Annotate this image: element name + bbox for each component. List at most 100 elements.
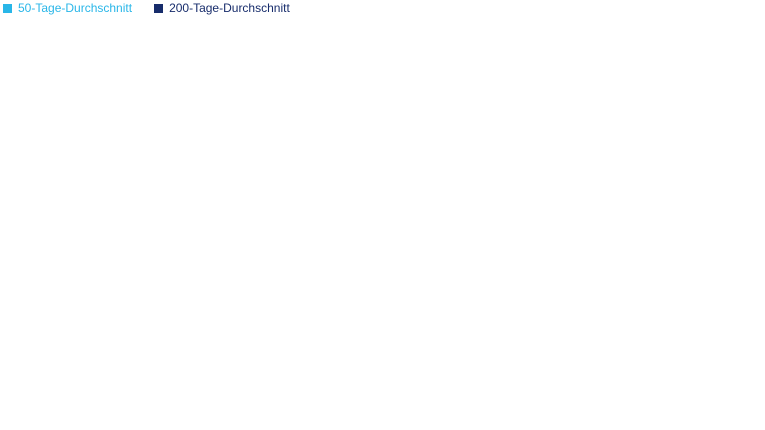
candle-body xyxy=(540,178,545,189)
x-axis-tick-label: Mai 26 xyxy=(641,417,677,430)
candle xyxy=(144,120,149,154)
candle xyxy=(480,96,485,123)
candle xyxy=(136,137,141,150)
candle-body xyxy=(510,129,515,147)
candle xyxy=(561,223,567,246)
candle xyxy=(33,167,38,187)
candle-body xyxy=(523,156,528,159)
candle-body xyxy=(123,158,128,163)
candle xyxy=(20,178,25,193)
candle xyxy=(600,75,605,98)
candle-body xyxy=(355,78,360,85)
candle xyxy=(411,71,416,94)
candle xyxy=(622,35,627,56)
candle xyxy=(557,234,562,247)
x-axis-tick-label: Apr 26 xyxy=(564,417,600,430)
candle xyxy=(312,84,317,97)
candle-body xyxy=(488,111,493,119)
candle xyxy=(67,140,72,152)
candle-body xyxy=(192,119,197,132)
candle-body xyxy=(544,189,549,201)
candle xyxy=(76,138,81,148)
candle xyxy=(334,72,339,84)
candle-body xyxy=(531,164,536,173)
candle-body xyxy=(325,84,330,88)
candle xyxy=(123,152,128,168)
candle xyxy=(506,119,511,132)
candle-body xyxy=(50,157,55,167)
candle-body xyxy=(596,94,601,116)
candle-body xyxy=(273,94,278,110)
candle xyxy=(420,98,425,115)
legend-item-ma200[interactable]: 200-Tage-Durchschnitt xyxy=(154,1,290,15)
candle-body xyxy=(480,100,485,121)
candle xyxy=(196,104,201,132)
candle xyxy=(467,92,472,109)
candle xyxy=(463,93,468,107)
candle-body xyxy=(583,127,588,172)
candle-body xyxy=(131,146,137,159)
candle-body xyxy=(329,79,334,89)
candle xyxy=(179,113,184,129)
candle-body xyxy=(493,116,498,126)
candle xyxy=(15,186,20,203)
candle-body xyxy=(84,134,89,140)
price-axis-tick-label: 6.600 xyxy=(732,165,762,179)
candle-body xyxy=(497,124,502,132)
candle xyxy=(131,143,137,160)
candle-body xyxy=(394,73,399,81)
candle-body xyxy=(282,98,287,106)
candle xyxy=(24,170,29,188)
candle xyxy=(574,171,579,187)
candle-body xyxy=(67,144,72,151)
price-panel-background xyxy=(0,17,728,302)
candle-body xyxy=(454,93,459,96)
candle xyxy=(269,92,274,110)
legend-label-ma50: 50-Tage-Durchschnitt xyxy=(18,1,133,15)
candle-body xyxy=(15,189,20,200)
candle xyxy=(295,111,300,129)
candle-body xyxy=(441,71,446,85)
candle-body xyxy=(166,88,171,106)
candle xyxy=(432,72,438,81)
candle-body xyxy=(248,105,253,111)
candle-body xyxy=(432,76,438,79)
x-axis-tick-label: Nov 25 xyxy=(171,417,209,430)
candle-body xyxy=(501,122,506,132)
candle-body xyxy=(592,114,597,121)
candle-body xyxy=(149,114,154,128)
candle-body xyxy=(445,84,450,103)
candle xyxy=(626,28,631,43)
candle xyxy=(256,95,261,106)
candle-body xyxy=(299,107,304,115)
candle xyxy=(157,91,162,104)
x-axis-tick-label: Mrz 26 xyxy=(481,417,518,430)
candle-body xyxy=(346,70,352,80)
candle-body xyxy=(458,92,463,101)
candle xyxy=(153,100,158,121)
candle-body xyxy=(200,109,205,127)
candle-body xyxy=(471,89,476,95)
candle xyxy=(265,92,270,110)
candle-body xyxy=(381,89,386,101)
candle-body xyxy=(316,88,321,98)
candle xyxy=(445,82,450,108)
candle xyxy=(58,146,63,162)
price-axis-tick-label: 7.100 xyxy=(732,36,762,50)
candle-body xyxy=(475,89,481,101)
candle-body xyxy=(174,100,180,116)
legend-item-ma50[interactable]: 50-Tage-Durchschnitt xyxy=(3,1,132,15)
candle xyxy=(286,100,291,118)
candle-body xyxy=(54,154,59,159)
candle-body xyxy=(428,78,433,94)
candle xyxy=(338,70,343,87)
candle xyxy=(222,169,227,188)
candle-body xyxy=(561,229,567,243)
candle xyxy=(493,114,498,130)
candle-body xyxy=(136,141,141,147)
candle-body xyxy=(93,130,98,144)
candle-body xyxy=(553,222,558,241)
candle-body xyxy=(209,147,214,160)
candle-body xyxy=(626,32,631,40)
candle-body xyxy=(157,94,162,102)
